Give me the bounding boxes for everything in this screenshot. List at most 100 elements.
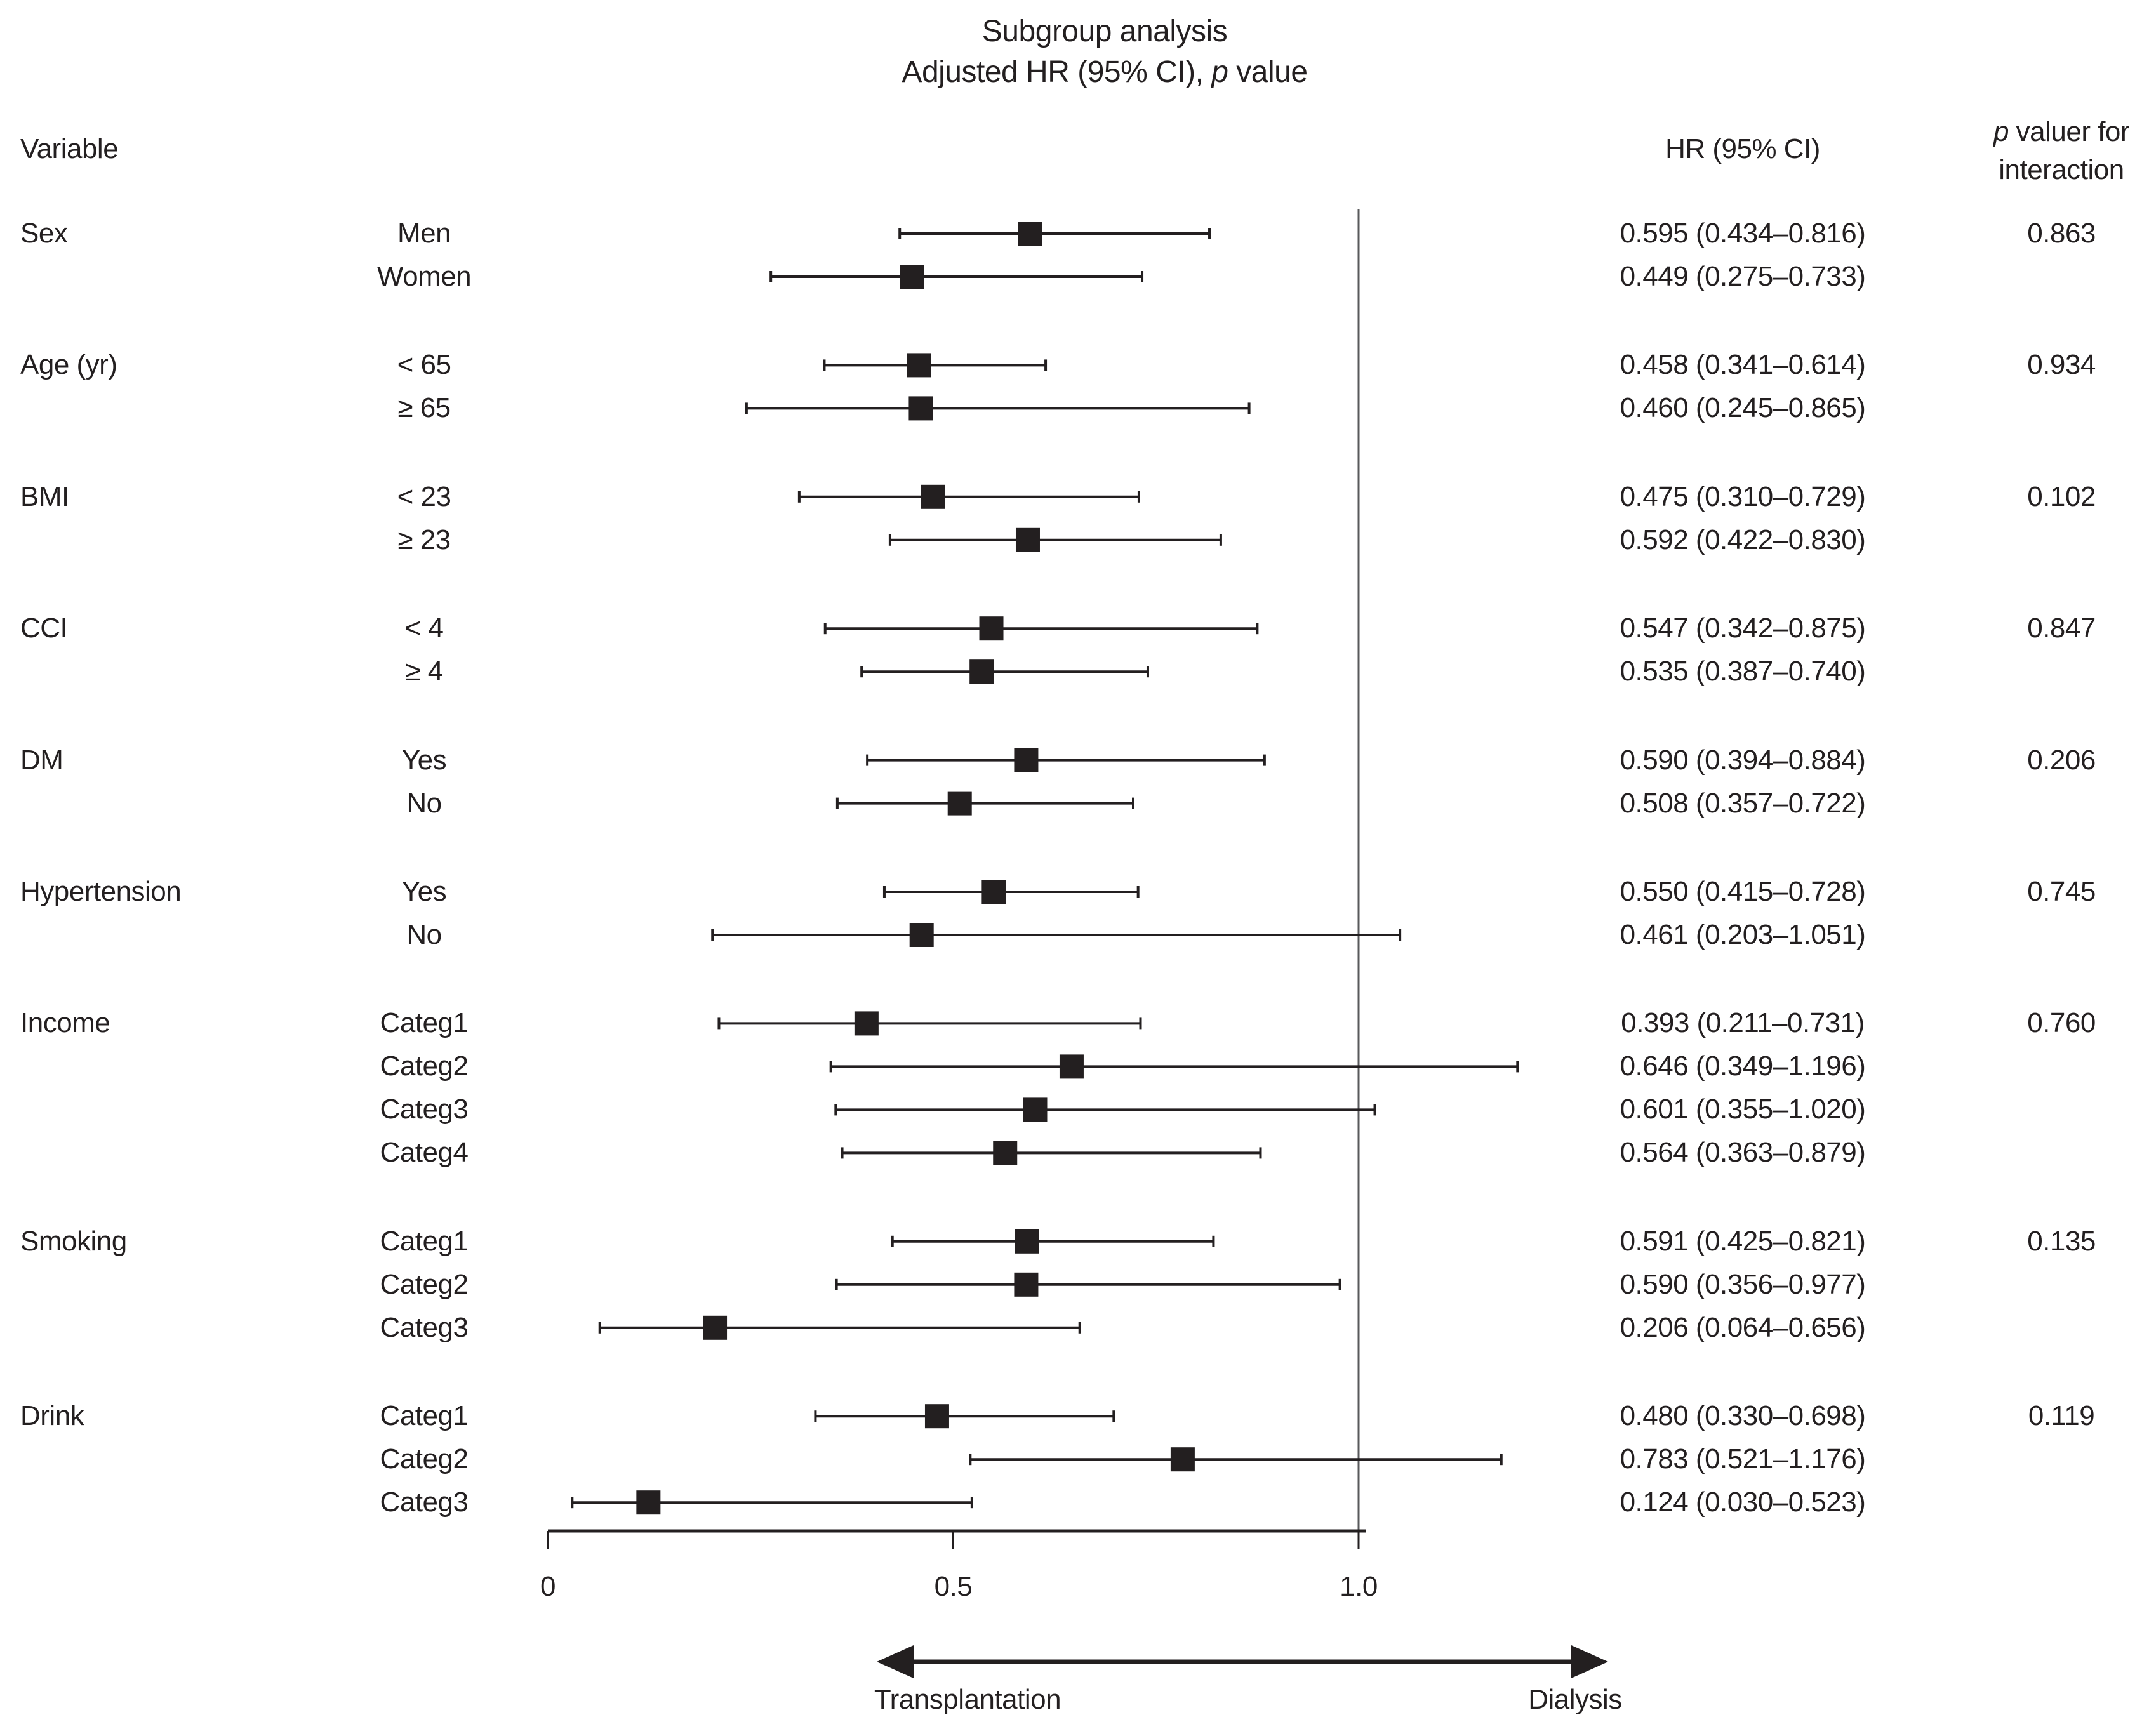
- hr-marker: [1014, 748, 1039, 772]
- hr-value: 0.460 (0.245–0.865): [1620, 392, 1866, 424]
- title-line2-prefix: Adjusted HR (95% CI),: [902, 55, 1212, 89]
- hr-value: 0.480 (0.330–0.698): [1620, 1400, 1866, 1432]
- hr-value: 0.783 (0.521–1.176): [1620, 1443, 1866, 1475]
- variable-label: Drink: [20, 1400, 84, 1432]
- hr-value: 0.595 (0.434–0.816): [1620, 218, 1866, 249]
- p-interaction-value: 0.119: [2028, 1400, 2095, 1432]
- x-axis-tick-label: 0: [540, 1571, 556, 1602]
- direction-label-right: Dialysis: [1528, 1684, 1622, 1715]
- hr-marker: [1170, 1447, 1195, 1472]
- subgroup-label: Categ3: [380, 1487, 469, 1518]
- subgroup-label: Categ4: [380, 1137, 469, 1169]
- p-interaction-value: 0.847: [2027, 613, 2096, 644]
- hr-value: 0.601 (0.355–1.020): [1620, 1094, 1866, 1125]
- subgroup-label: Categ3: [380, 1094, 469, 1125]
- figure-title-line2: Adjusted HR (95% CI), p value: [60, 52, 2149, 93]
- p-interaction-value: 0.206: [2027, 744, 2096, 776]
- subgroup-label: Categ3: [380, 1311, 469, 1343]
- hr-marker: [854, 1011, 879, 1036]
- hr-value: 0.449 (0.275–0.733): [1620, 261, 1866, 292]
- hr-value: 0.475 (0.310–0.729): [1620, 480, 1866, 512]
- hr-value: 0.646 (0.349–1.196): [1620, 1050, 1866, 1082]
- subgroup-label: Yes: [401, 876, 447, 907]
- title-line2-italic-p: p: [1211, 55, 1228, 89]
- subgroup-label: Categ1: [380, 1400, 469, 1432]
- hr-value: 0.547 (0.342–0.875): [1620, 613, 1866, 644]
- subgroup-label: No: [406, 919, 442, 950]
- variable-label: Sex: [20, 218, 68, 249]
- hr-value: 0.550 (0.415–0.728): [1620, 876, 1866, 907]
- p-header-rest: valuer for: [2008, 116, 2130, 147]
- hr-value: 0.458 (0.341–0.614): [1620, 349, 1866, 381]
- p-interaction-value: 0.934: [2027, 349, 2096, 381]
- column-header-variable: Variable: [20, 133, 119, 164]
- figure-title-line1: Subgroup analysis: [981, 15, 1228, 48]
- hr-value: 0.124 (0.030–0.523): [1620, 1487, 1866, 1518]
- hr-value: 0.535 (0.387–0.740): [1620, 656, 1866, 687]
- subgroup-label: < 23: [397, 480, 451, 512]
- hr-marker: [993, 1141, 1018, 1165]
- hr-marker: [947, 791, 972, 816]
- hr-value: 0.590 (0.356–0.977): [1620, 1268, 1866, 1300]
- hr-marker: [1023, 1097, 1048, 1122]
- arrow-head-right: [1571, 1645, 1608, 1678]
- hr-marker: [1018, 222, 1042, 246]
- subgroup-label: No: [406, 787, 442, 819]
- hr-value: 0.206 (0.064–0.656): [1620, 1311, 1866, 1343]
- hr-value: 0.592 (0.422–0.830): [1620, 524, 1866, 555]
- hr-marker: [921, 484, 945, 509]
- subgroup-label: Categ2: [380, 1050, 469, 1082]
- p-interaction-value: 0.745: [2027, 876, 2096, 907]
- hr-marker: [900, 265, 924, 289]
- hr-marker: [636, 1490, 661, 1515]
- hr-value: 0.591 (0.425–0.821): [1620, 1225, 1866, 1257]
- p-header-italic-p: p: [1993, 116, 2009, 147]
- p-header-line1: p valuer for: [1966, 113, 2149, 151]
- variable-label: BMI: [20, 480, 69, 512]
- variable-label: DM: [20, 744, 63, 776]
- p-interaction-value: 0.760: [2027, 1007, 2096, 1039]
- p-interaction-value: 0.102: [2027, 480, 2096, 512]
- p-interaction-value: 0.863: [2027, 218, 2096, 249]
- column-header-p-interaction: p valuer for interaction: [1966, 113, 2149, 189]
- variable-label: Age (yr): [20, 349, 117, 381]
- subgroup-label: Yes: [401, 744, 447, 776]
- subgroup-label: ≥ 4: [405, 656, 443, 687]
- variable-label: CCI: [20, 613, 68, 644]
- x-axis-tick-label: 0.5: [934, 1571, 973, 1602]
- subgroup-label: ≥ 23: [397, 524, 451, 555]
- hr-marker: [1015, 1229, 1039, 1254]
- hr-marker: [1015, 527, 1040, 552]
- hr-value: 0.564 (0.363–0.879): [1620, 1137, 1866, 1169]
- hr-marker: [1059, 1054, 1084, 1079]
- hr-value: 0.508 (0.357–0.722): [1620, 787, 1866, 819]
- p-header-line2: interaction: [1999, 154, 2124, 185]
- hr-marker: [703, 1315, 728, 1340]
- hr-value: 0.393 (0.211–0.731): [1621, 1007, 1865, 1039]
- variable-label: Income: [20, 1007, 110, 1039]
- subgroup-label: Women: [376, 261, 472, 292]
- hr-value: 0.590 (0.394–0.884): [1620, 744, 1866, 776]
- direction-label-left: Transplantation: [874, 1684, 1061, 1715]
- subgroup-label: Categ2: [380, 1443, 469, 1475]
- variable-label: Smoking: [20, 1225, 127, 1257]
- subgroup-label: Men: [397, 218, 451, 249]
- subgroup-label: Categ2: [380, 1268, 469, 1300]
- hr-marker: [907, 353, 931, 378]
- hr-marker: [909, 923, 934, 947]
- variable-label: Hypertension: [20, 876, 182, 907]
- hr-marker: [924, 1404, 949, 1429]
- subgroup-label: < 4: [404, 613, 444, 644]
- hr-value: 0.461 (0.203–1.051): [1620, 919, 1866, 950]
- hr-marker: [981, 880, 1006, 904]
- subgroup-label: Categ1: [380, 1225, 469, 1257]
- figure-title: Subgroup analysis Adjusted HR (95% CI), …: [60, 11, 2149, 93]
- hr-marker: [979, 616, 1004, 641]
- subgroup-label: Categ1: [380, 1007, 469, 1039]
- hr-marker: [969, 659, 994, 684]
- column-header-hr: HR (95% CI): [1665, 133, 1820, 164]
- subgroup-label: < 65: [397, 349, 451, 381]
- x-axis-tick-label: 1.0: [1340, 1571, 1378, 1602]
